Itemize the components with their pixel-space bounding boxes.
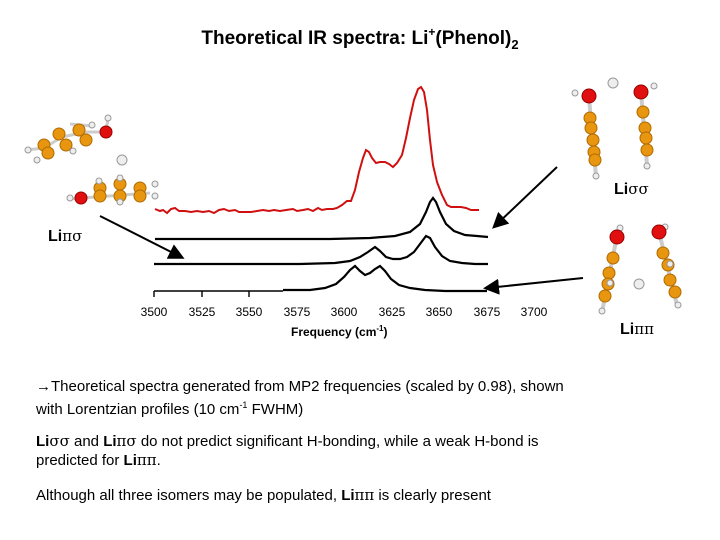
note-line1: Theoretical spectra generated from MP2 f… <box>51 378 564 395</box>
label-li: Li <box>620 321 635 338</box>
inline-li: Li <box>123 452 137 469</box>
label-lipipi: Liππ <box>620 320 654 339</box>
inline-li: Li <box>341 487 355 504</box>
molecule-lipisigma <box>24 114 159 206</box>
label-li: Li <box>614 181 629 198</box>
note-line2-sup: -1 <box>239 400 248 410</box>
note-text: . <box>156 452 161 469</box>
experimental-spectrum <box>154 85 479 215</box>
inline-greek: ππ <box>354 486 375 504</box>
note-text: and <box>69 433 104 450</box>
label-greek: σσ <box>628 180 649 198</box>
tick-3700: 3700 <box>521 305 548 319</box>
right-arrow-icon: → <box>36 378 51 395</box>
x-axis <box>153 290 283 297</box>
title-text: Theoretical IR spectra: Li <box>201 28 429 49</box>
arrow-lisigmasigma <box>492 166 558 229</box>
slide-title: Theoretical IR spectra: Li+(Phenol)2 <box>0 25 720 52</box>
note-conclusion: Although all three isomers may be popula… <box>36 486 696 505</box>
lipisigma-spectrum <box>154 234 488 266</box>
note-line2a: with Lorentzian profiles (10 cm <box>36 401 240 418</box>
tick-3575: 3575 <box>284 305 311 319</box>
note-hbonding: Liσσ and Liπσ do not predict significant… <box>36 432 696 470</box>
title-tail: (Phenol) <box>435 28 512 49</box>
inline-greek: σσ <box>49 432 70 450</box>
note-text: is clearly present <box>374 487 491 504</box>
label-lipisigma: Liπσ <box>48 227 82 246</box>
arrow-lipisigma <box>99 215 185 259</box>
tick-3500: 3500 <box>141 305 168 319</box>
note-line2b: FWHM) <box>247 401 304 418</box>
tick-3600: 3600 <box>331 305 358 319</box>
x-tick-labels: 3500 3525 3550 3575 3600 3625 3650 3675 … <box>141 305 548 319</box>
molecule-lisigmasigma <box>571 77 658 180</box>
inline-li: Li <box>36 433 50 450</box>
tick-3675: 3675 <box>474 305 501 319</box>
label-greek: πσ <box>62 227 83 245</box>
label-lisigmasigma: Liσσ <box>614 180 649 199</box>
tick-3550: 3550 <box>236 305 263 319</box>
x-axis-label: Frequency (cm-1) <box>291 324 387 339</box>
inline-li: Li <box>103 433 117 450</box>
label-li: Li <box>48 228 63 245</box>
title-subscript: 2 <box>511 37 519 52</box>
label-greek: ππ <box>634 320 654 338</box>
lipipi-spectrum <box>283 264 487 293</box>
inline-greek: ππ <box>136 451 157 469</box>
title-superscript: + <box>428 25 436 39</box>
arrow-lipipi <box>483 277 584 295</box>
lisigmasigma-spectrum <box>155 196 489 241</box>
molecule-lipipi <box>598 223 682 315</box>
note-text: do not predict significant H-bonding, wh… <box>136 433 539 450</box>
tick-3650: 3650 <box>426 305 453 319</box>
note-method: →Theoretical spectra generated from MP2 … <box>36 377 696 419</box>
tick-3625: 3625 <box>379 305 406 319</box>
tick-3525: 3525 <box>189 305 216 319</box>
note-text: Although all three isomers may be popula… <box>36 487 342 504</box>
note-text: predicted for <box>36 452 124 469</box>
inline-greek: πσ <box>116 432 137 450</box>
